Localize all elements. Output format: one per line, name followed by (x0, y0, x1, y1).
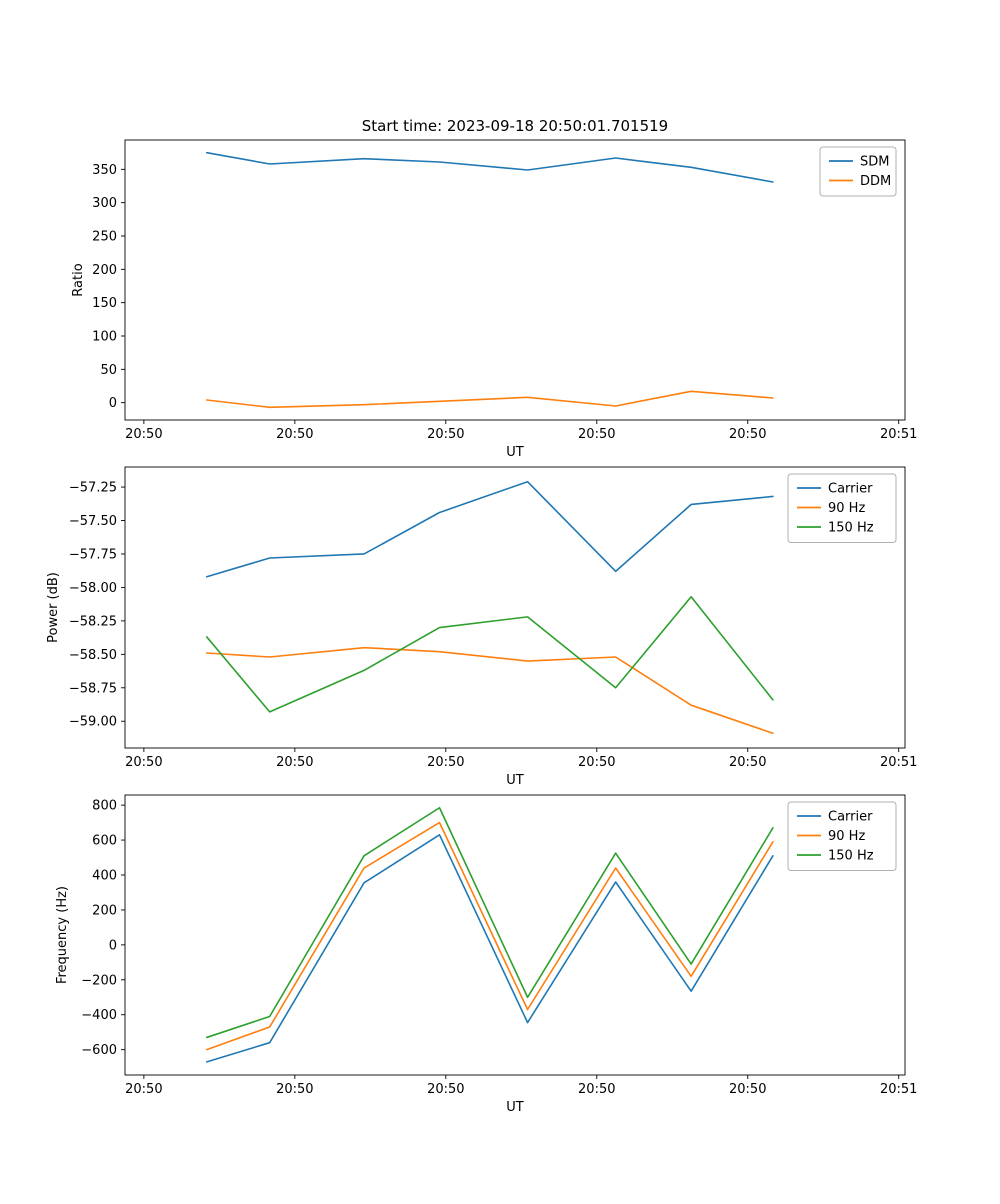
axes-frame (124, 139, 906, 421)
series-line-carrier (205, 480, 774, 578)
x-axis-label: UT (506, 773, 524, 788)
subplot-power: 20:50 20:50 20:50 20:50 20:50 20:51 −59.00 −58.… (46, 466, 917, 788)
legend-box (819, 146, 897, 197)
legend-box (787, 801, 897, 871)
series-line-sdm (205, 151, 774, 183)
figure-title: Start time: 2023-09-18 20:50:01.701519 (362, 117, 668, 135)
y-tick-label: −200 (81, 973, 117, 988)
y-tick-label: 50 (100, 363, 117, 378)
x-tick-label: 20:50 (578, 755, 615, 770)
x-tick-label: 20:50 (578, 1082, 615, 1097)
legend-label: 150 Hz (828, 849, 874, 864)
y-tick-label: −400 (81, 1008, 117, 1023)
subplot-frequency: 20:50 20:50 20:50 20:50 20:50 20:51 −600 −400 −2… (55, 794, 917, 1115)
y-tick-label: −600 (81, 1043, 117, 1058)
legend-label: 90 Hz (828, 501, 865, 516)
x-tick-label: 20:50 (427, 427, 464, 442)
x-tick-label: 20:50 (729, 1082, 766, 1097)
subplots-group: 20:50 20:50 20:50 20:50 20:50 20:51 0 50 100 150 2… (46, 139, 917, 1115)
y-tick-label: −57.25 (69, 481, 117, 496)
series-line-150-hz (205, 806, 774, 1039)
y-tick-label: 0 (109, 396, 117, 411)
x-tick-label: 20:50 (276, 427, 313, 442)
y-axis-label: Frequency (Hz) (55, 886, 70, 984)
y-tick-label: −59.00 (69, 715, 117, 730)
y-tick-label: −57.50 (69, 514, 117, 529)
legend-label: SDM (860, 155, 889, 170)
x-tick-label: 20:51 (880, 755, 917, 770)
legend-label: 90 Hz (828, 829, 865, 844)
series-line-90-hz (205, 821, 774, 1051)
x-tick-label: 20:51 (880, 427, 917, 442)
series-line-carrier (205, 834, 774, 1063)
x-tick-label: 20:50 (125, 427, 162, 442)
x-tick-label: 20:50 (427, 1082, 464, 1097)
y-tick-label: 600 (92, 834, 117, 849)
series-line-150-hz (205, 595, 774, 713)
y-tick-label: −58.50 (69, 648, 117, 663)
x-tick-label: 20:50 (125, 1082, 162, 1097)
legend-label: Carrier (828, 482, 873, 497)
axes-frame (124, 794, 906, 1076)
subplot-ratio: 20:50 20:50 20:50 20:50 20:50 20:51 0 50 100 150 2… (71, 139, 917, 460)
y-tick-label: 300 (92, 196, 117, 211)
y-tick-label: 200 (92, 263, 117, 278)
y-tick-label: −58.00 (69, 581, 117, 596)
legend-box (787, 473, 897, 543)
y-tick-label: 150 (92, 296, 117, 311)
axes-frame (124, 466, 906, 749)
x-tick-label: 20:51 (880, 1082, 917, 1097)
legend-label: 150 Hz (828, 521, 874, 536)
series-line-ddm (205, 390, 774, 409)
x-tick-label: 20:50 (427, 755, 464, 770)
y-tick-label: 350 (92, 163, 117, 178)
y-tick-label: −57.75 (69, 547, 117, 562)
y-tick-label: 250 (92, 230, 117, 245)
y-tick-label: 100 (92, 330, 117, 345)
y-axis-label: Ratio (71, 263, 86, 296)
y-tick-label: 800 (92, 799, 117, 814)
x-tick-label: 20:50 (125, 755, 162, 770)
x-tick-label: 20:50 (276, 755, 313, 770)
x-tick-label: 20:50 (578, 427, 615, 442)
legend-label: Carrier (828, 810, 873, 825)
x-tick-label: 20:50 (729, 427, 766, 442)
series-line-90-hz (205, 646, 774, 735)
y-tick-label: 400 (92, 869, 117, 884)
y-tick-label: −58.75 (69, 681, 117, 696)
x-tick-label: 20:50 (729, 755, 766, 770)
y-tick-label: 0 (109, 938, 117, 953)
y-axis-label: Power (dB) (46, 572, 61, 643)
y-tick-label: −58.25 (69, 614, 117, 629)
x-tick-label: 20:50 (276, 1082, 313, 1097)
legend-label: DDM (860, 174, 891, 189)
x-axis-label: UT (506, 445, 524, 460)
y-tick-label: 200 (92, 903, 117, 918)
x-axis-label: UT (506, 1100, 524, 1115)
